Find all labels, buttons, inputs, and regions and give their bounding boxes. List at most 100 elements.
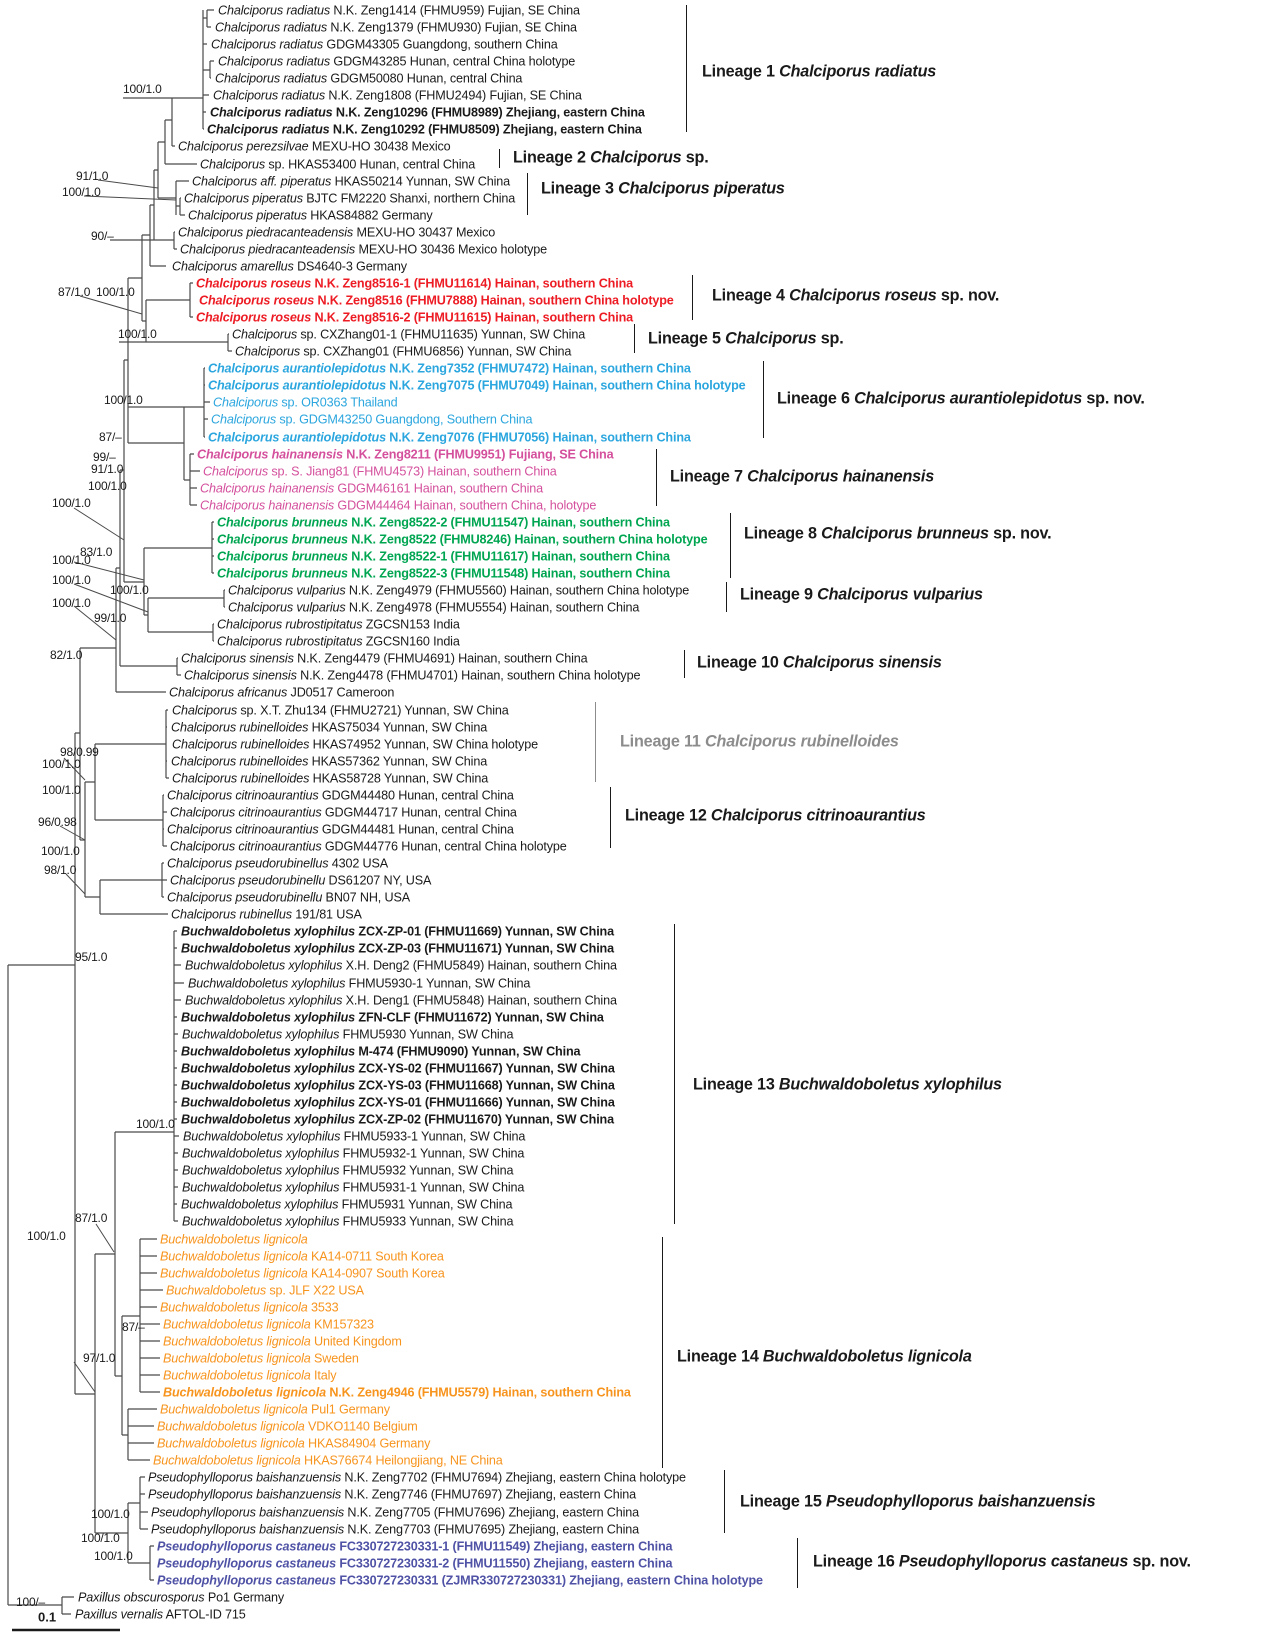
lineage-species-name: Pseudophylloporus castaneus — [898, 1552, 1129, 1571]
taxon-name-italic: Pseudophylloporus baishanzuensis — [148, 1469, 342, 1485]
taxon-name-italic: Buchwaldoboletus xylophilus — [181, 1043, 356, 1059]
taxon-voucher-locality: KA14-0907 South Korea — [307, 1265, 445, 1281]
support-value: 99/– — [93, 450, 116, 464]
support-value: 100/1.0 — [41, 844, 80, 858]
taxon-label: Chalciporus rubinelloides HKAS74952 Yunn… — [172, 737, 538, 752]
taxon-voucher-locality: sp. HKAS53400 Hunan, central China — [264, 156, 476, 172]
taxon-voucher-locality: HKAS75034 Yunnan, SW China — [308, 719, 488, 735]
taxon-label: Buchwaldoboletus xylophilus ZCX-ZP-01 (F… — [181, 924, 614, 939]
support-value: 100/1.0 — [52, 496, 91, 510]
taxon-name-italic: Chalciporus vulparius — [228, 582, 346, 598]
taxon-label: Chalciporus vulparius N.K. Zeng4978 (FHM… — [228, 600, 639, 615]
support-value: 100/1.0 — [110, 583, 149, 597]
taxon-label: Chalciporus aurantiolepidotus N.K. Zeng7… — [208, 430, 691, 445]
lineage-species-name: Chalciporus aurantiolepidotus — [854, 389, 1083, 408]
taxon-label: Chalciporus rubinelloides HKAS75034 Yunn… — [171, 720, 487, 735]
taxon-label: Buchwaldoboletus xylophilus ZCX-ZP-02 (F… — [181, 1112, 614, 1127]
taxon-label: Chalciporus rubrostipitatus ZGCSN153 Ind… — [217, 617, 460, 632]
taxon-voucher-locality: FC330727230331 (ZJMR330727230331) Zhejia… — [335, 1572, 763, 1588]
taxon-label: Buchwaldoboletus lignicola United Kingdo… — [163, 1334, 402, 1349]
taxon-voucher-locality: N.K. Zeng4946 (FHMU5579) Hainan, souther… — [325, 1384, 631, 1400]
taxon-name-italic: Chalciporus piperatus — [184, 190, 303, 206]
taxon-label: Chalciporus pseudorubinellu BN07 NH, USA — [167, 890, 410, 905]
lineage-species-name: Pseudophylloporus baishanzuensis — [825, 1492, 1096, 1511]
taxon-name-italic: Buchwaldoboletus lignicola — [163, 1384, 326, 1400]
taxon-name-italic: Chalciporus — [211, 411, 276, 427]
taxon-voucher-locality: HKAS50214 Yunnan, SW China — [331, 173, 511, 189]
lineage-bracket-bar — [692, 275, 693, 320]
taxon-label: Buchwaldoboletus xylophilus FHMU5930 Yun… — [182, 1027, 513, 1042]
taxon-name-italic: Buchwaldoboletus xylophilus — [181, 1196, 339, 1212]
taxon-name-italic: Buchwaldoboletus lignicola — [160, 1401, 308, 1417]
taxon-voucher-locality: GDGM44717 Hunan, central China — [321, 804, 517, 820]
taxon-label: Chalciporus sinensis N.K. Zeng4479 (FHMU… — [181, 651, 588, 666]
taxon-voucher-locality: FHMU5933 Yunnan, SW China — [339, 1213, 514, 1229]
taxon-voucher-locality: FC330727230331-2 (FHMU11550) Zhejiang, e… — [335, 1555, 673, 1571]
taxon-voucher-locality: N.K. Zeng1379 (FHMU930) Fujian, SE China — [327, 19, 577, 35]
taxon-label: Chalciporus piperatus HKAS84882 Germany — [188, 208, 433, 223]
taxon-label: Chalciporus aff. piperatus HKAS50214 Yun… — [192, 174, 510, 189]
lineage-number: Lineage 11 — [620, 732, 706, 751]
taxon-label: Chalciporus citrinoaurantius GDGM44776 H… — [170, 839, 567, 854]
taxon-label: Chalciporus roseus N.K. Zeng8516-1 (FHMU… — [196, 276, 633, 291]
taxon-name-italic: Buchwaldoboletus xylophilus — [181, 940, 356, 956]
taxon-voucher-locality: KM157323 — [310, 1316, 374, 1332]
lineage-bracket-bar — [686, 5, 687, 132]
taxon-voucher-locality: DS61207 NY, USA — [325, 872, 432, 888]
taxon-voucher-locality: sp. JLF X22 USA — [266, 1282, 364, 1298]
lineage-species-name: Chalciporus piperatus — [618, 179, 785, 198]
taxon-label: Paxillus vernalis AFTOL-ID 715 — [75, 1607, 246, 1622]
taxon-voucher-locality: GDGM44480 Hunan, central China — [318, 787, 514, 803]
lineage-suffix: sp. nov. — [1128, 1552, 1191, 1571]
taxon-name-italic: Buchwaldoboletus xylophilus — [181, 1077, 356, 1093]
taxon-voucher-locality: FHMU5930-1 Yunnan, SW China — [345, 975, 531, 991]
taxon-voucher-locality: FHMU5932-1 Yunnan, SW China — [339, 1145, 525, 1161]
taxon-label: Chalciporus pseudorubinellus 4302 USA — [167, 856, 388, 871]
taxon-name-italic: Chalciporus rubrostipitatus — [217, 633, 363, 649]
taxon-name-italic: Chalciporus africanus — [169, 684, 288, 700]
taxon-name-italic: Chalciporus citrinoaurantius — [170, 804, 322, 820]
taxon-voucher-locality: 3533 — [307, 1299, 339, 1315]
taxon-label: Buchwaldoboletus xylophilus ZCX-YS-01 (F… — [181, 1095, 615, 1110]
support-value: 91/1.0 — [76, 169, 109, 183]
taxon-name-italic: Buchwaldoboletus xylophilus — [185, 957, 343, 973]
lineage-label: Lineage 15 Pseudophylloporus baishanzuen… — [740, 1492, 1096, 1512]
support-value: 98/1.0 — [44, 863, 77, 877]
taxon-label: Chalciporus brunneus N.K. Zeng8522-3 (FH… — [217, 566, 670, 581]
taxon-name-italic: Buchwaldoboletus xylophilus — [181, 1009, 356, 1025]
taxon-name-italic: Buchwaldoboletus lignicola — [153, 1452, 301, 1468]
taxon-name-italic: Chalciporus radiatus — [211, 36, 324, 52]
taxon-label: Chalciporus piperatus BJTC FM2220 Shanxi… — [184, 191, 515, 206]
taxon-name-italic: Buchwaldoboletus xylophilus — [182, 1026, 340, 1042]
taxon-name-italic: Buchwaldoboletus lignicola — [160, 1299, 308, 1315]
lineage-bracket-bar — [730, 513, 731, 578]
taxon-name-italic: Chalciporus — [200, 156, 265, 172]
taxon-label: Chalciporus hainanensis N.K. Zeng8211 (F… — [197, 446, 614, 462]
taxon-name-italic: Chalciporus rubinelloides — [172, 770, 310, 786]
support-value: 100/1.0 — [118, 327, 157, 341]
taxon-label: Chalciporus rubinelloides HKAS57362 Yunn… — [171, 754, 487, 769]
lineage-number: Lineage 14 — [677, 1347, 763, 1366]
taxon-voucher-locality: sp. GDGM43250 Guangdong, Southern China — [275, 411, 533, 427]
taxon-label: Buchwaldoboletus lignicola KA14-0711 Sou… — [160, 1249, 444, 1264]
taxon-voucher-locality: ZCX-YS-02 (FHMU11667) Yunnan, SW China — [355, 1060, 615, 1076]
lineage-label: Lineage 7 Chalciporus hainanensis — [670, 468, 934, 487]
taxon-voucher-locality: N.K. Zeng1808 (FHMU2494) Fujian, SE Chin… — [325, 87, 582, 103]
taxon-label: Chalciporus brunneus N.K. Zeng8522-1 (FH… — [217, 549, 670, 564]
taxon-label: Chalciporus brunneus N.K. Zeng8522 (FHMU… — [217, 532, 708, 547]
taxon-name-italic: Chalciporus roseus — [196, 309, 312, 325]
taxon-name-italic: Chalciporus rubinelloides — [172, 736, 310, 752]
lineage-bracket-bar — [724, 1470, 725, 1533]
taxon-name-italic: Chalciporus rubinelloides — [171, 753, 309, 769]
support-value: 100/1.0 — [94, 1549, 133, 1563]
taxon-name-italic: Buchwaldoboletus xylophilus — [181, 1060, 356, 1076]
taxon-voucher-locality: N.K. Zeng8211 (FHMU9951) Fujiang, SE Chi… — [342, 446, 614, 462]
scale-bar-label: 0.1 — [38, 1609, 57, 1625]
lineage-species-name: Buchwaldoboletus xylophilus — [778, 1075, 1002, 1094]
taxon-name-italic: Chalciporus pseudorubinellu — [167, 889, 323, 905]
taxon-name-italic: Chalciporus piedracanteadensis — [178, 224, 354, 240]
taxon-voucher-locality: JD0517 Cameroon — [287, 684, 395, 700]
taxon-label: Buchwaldoboletus lignicola Pul1 Germany — [160, 1402, 390, 1417]
taxon-name-italic: Buchwaldoboletus xylophilus — [182, 1179, 340, 1195]
